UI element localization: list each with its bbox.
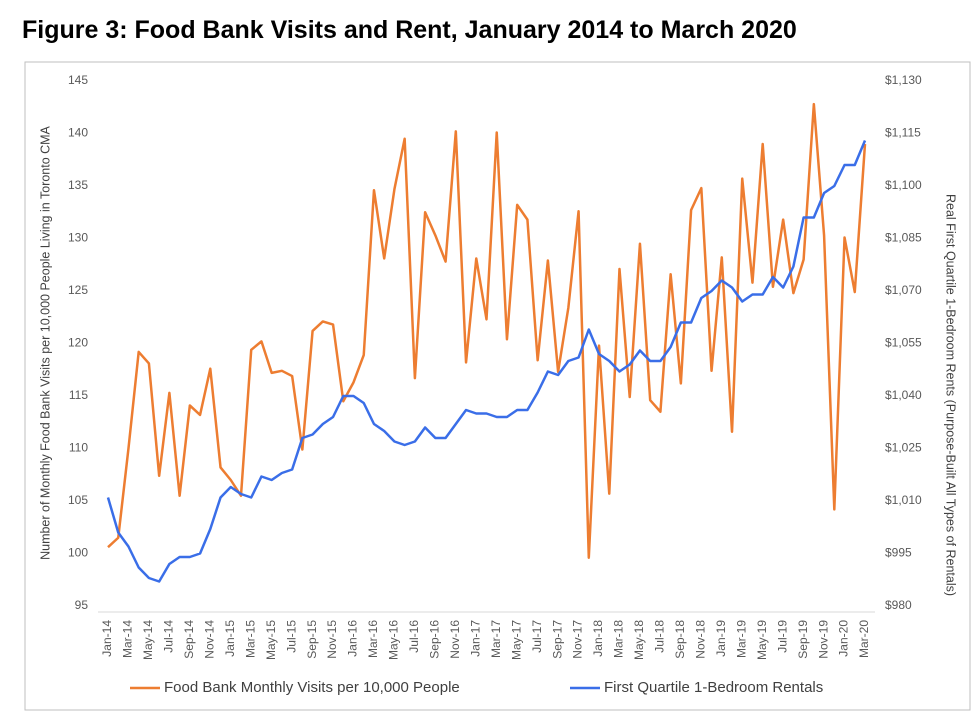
y2-tick-label: $1,040 xyxy=(885,388,922,402)
y2-tick-label: $1,100 xyxy=(885,178,922,192)
y2-tick-label: $1,025 xyxy=(885,441,922,455)
x-tick-label: Jul-16 xyxy=(407,620,421,653)
x-tick-label: May-16 xyxy=(387,620,401,660)
y2-tick-label: $1,115 xyxy=(885,126,921,140)
x-tick-label: Jul-15 xyxy=(284,620,298,653)
x-tick-label: Nov-15 xyxy=(325,620,339,659)
x-tick-label: Jan-19 xyxy=(714,620,728,657)
x-tick-label: Mar-20 xyxy=(857,620,871,658)
y-tick-label: 145 xyxy=(68,73,88,87)
y2-tick-label: $980 xyxy=(885,598,912,612)
legend-label: Food Bank Monthly Visits per 10,000 Peop… xyxy=(164,679,460,696)
x-tick-label: May-19 xyxy=(755,620,769,660)
y-tick-label: 100 xyxy=(68,546,88,560)
series-line xyxy=(106,140,867,583)
x-tick-label: Mar-19 xyxy=(734,620,748,658)
y-tick-label: 105 xyxy=(68,493,88,507)
x-tick-label: Jan-20 xyxy=(837,620,851,657)
y-tick-label: 135 xyxy=(68,178,88,192)
x-tick-label: Sep-17 xyxy=(550,620,564,659)
x-tick-label: Mar-16 xyxy=(366,620,380,658)
x-tick-label: Nov-17 xyxy=(571,620,585,659)
x-tick-label: May-15 xyxy=(264,620,278,660)
x-tick-label: Nov-14 xyxy=(202,620,216,659)
x-tick-label: Mar-14 xyxy=(121,620,135,658)
series-line xyxy=(107,102,867,559)
x-tick-label: Jan-16 xyxy=(346,620,360,657)
y2-tick-label: $1,130 xyxy=(885,73,922,87)
y-tick-label: 110 xyxy=(69,441,88,455)
x-tick-label: Nov-19 xyxy=(816,620,830,659)
y-tick-label: 120 xyxy=(68,336,88,350)
y2-axis-title: Real First Quartile 1-Bedroom Rents (Pur… xyxy=(944,194,958,596)
y2-tick-label: $1,010 xyxy=(885,493,922,507)
x-tick-label: Nov-18 xyxy=(693,620,707,659)
x-tick-label: Jan-15 xyxy=(223,620,237,657)
x-tick-label: Mar-15 xyxy=(243,620,257,658)
chart-title: Figure 3: Food Bank Visits and Rent, Jan… xyxy=(22,16,797,44)
y2-tick-label: $1,055 xyxy=(885,336,922,350)
x-tick-label: Sep-16 xyxy=(428,620,442,659)
x-tick-label: Jan-17 xyxy=(468,620,482,657)
x-tick-label: May-18 xyxy=(632,620,646,660)
x-tick-label: Mar-18 xyxy=(612,620,626,658)
x-tick-label: Sep-14 xyxy=(182,620,196,659)
legend-label: First Quartile 1-Bedroom Rentals xyxy=(604,679,823,696)
x-tick-label: Jul-18 xyxy=(653,620,667,653)
x-tick-label: Mar-17 xyxy=(489,620,503,658)
x-tick-label: Jan-14 xyxy=(100,620,114,657)
y2-tick-label: $1,085 xyxy=(885,231,922,245)
y-tick-label: 140 xyxy=(68,126,88,140)
chart-frame xyxy=(24,61,971,711)
x-tick-label: Jan-18 xyxy=(591,620,605,657)
x-tick-label: Sep-18 xyxy=(673,620,687,659)
x-tick-label: Nov-16 xyxy=(448,620,462,659)
y-tick-label: 95 xyxy=(75,598,89,612)
x-tick-label: May-17 xyxy=(509,620,523,660)
y2-tick-label: $1,070 xyxy=(885,283,922,297)
x-tick-label: Sep-19 xyxy=(796,620,810,659)
y-tick-label: 115 xyxy=(69,388,88,402)
x-tick-label: Jul-14 xyxy=(162,620,176,653)
x-tick-label: Jul-19 xyxy=(775,620,789,653)
y-tick-label: 130 xyxy=(68,231,88,245)
x-tick-label: Jul-17 xyxy=(530,620,544,653)
x-tick-label: Sep-15 xyxy=(305,620,319,659)
y2-tick-label: $995 xyxy=(885,546,912,560)
y-axis-title: Number of Monthly Food Bank Visits per 1… xyxy=(38,125,52,559)
x-tick-label: May-14 xyxy=(141,620,155,660)
y-tick-label: 125 xyxy=(68,283,88,297)
